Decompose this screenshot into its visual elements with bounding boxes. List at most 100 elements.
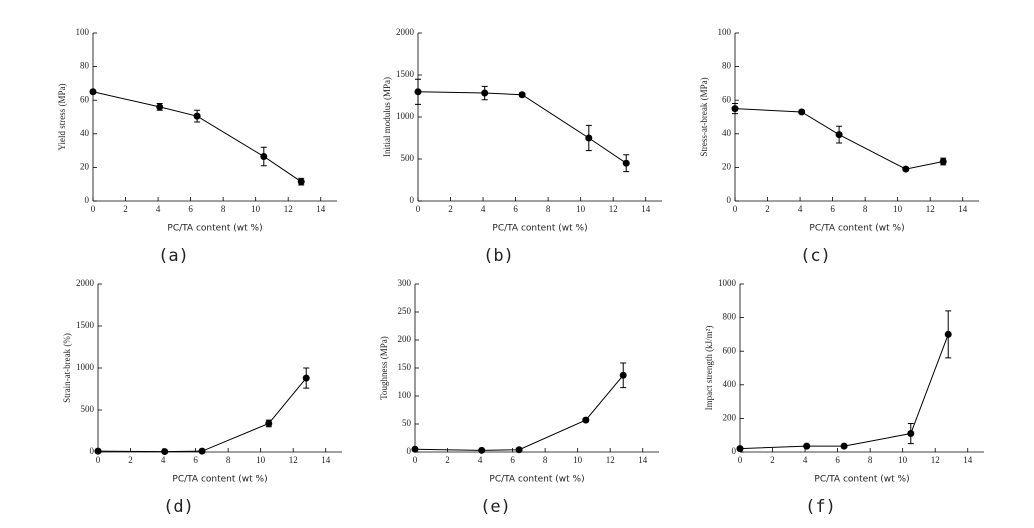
y-tick-label: 40 xyxy=(722,128,732,138)
data-point xyxy=(622,159,630,167)
x-axis-label: PC/TA content (wt %) xyxy=(809,224,904,234)
x-tick-label: 6 xyxy=(193,455,198,465)
y-tick-label: 500 xyxy=(401,153,415,163)
x-tick-label: 12 xyxy=(926,204,935,214)
x-tick-label: 0 xyxy=(413,455,418,465)
data-point xyxy=(89,88,97,96)
data-point xyxy=(902,165,910,173)
x-tick-label: 2 xyxy=(128,455,133,465)
data-point xyxy=(619,371,627,379)
x-tick-label: 10 xyxy=(251,204,261,214)
data-point xyxy=(944,330,952,338)
data-point xyxy=(265,419,273,427)
x-tick-label: 8 xyxy=(543,455,548,465)
data-line xyxy=(414,374,624,451)
x-tick-label: 6 xyxy=(513,204,518,214)
data-point xyxy=(731,105,739,113)
x-tick-label: 2 xyxy=(770,455,775,465)
data-point xyxy=(840,442,848,450)
y-tick-label: 1000 xyxy=(718,278,737,288)
x-tick-label: 6 xyxy=(510,455,515,465)
data-line xyxy=(739,334,949,450)
y-tick-label: 20 xyxy=(80,161,90,171)
y-tick-label: 600 xyxy=(723,345,737,355)
x-axis-label: PC/TA content (wt %) xyxy=(172,475,267,485)
y-tick-label: 2000 xyxy=(396,27,415,37)
data-line xyxy=(417,91,627,164)
y-axis-label: Toughness (MPa) xyxy=(379,336,389,400)
x-tick-label: 14 xyxy=(638,455,648,465)
x-tick-label: 4 xyxy=(803,455,808,465)
data-point xyxy=(260,152,268,160)
data-line xyxy=(92,91,302,183)
data-point xyxy=(94,447,102,455)
y-tick-label: 50 xyxy=(402,418,412,428)
y-tick-label: 200 xyxy=(398,334,412,344)
data-point xyxy=(156,103,164,111)
y-tick-label: 80 xyxy=(722,61,732,71)
x-tick-label: 12 xyxy=(289,455,298,465)
data-point xyxy=(736,445,744,453)
x-tick-label: 10 xyxy=(256,455,266,465)
y-axis-label: Strain-at-break (%) xyxy=(62,333,72,403)
x-axis-label: PC/TA content (wt %) xyxy=(814,475,909,485)
y-tick-label: 0 xyxy=(85,195,90,205)
y-tick-label: 800 xyxy=(723,312,737,322)
x-tick-label: 12 xyxy=(609,204,618,214)
y-tick-label: 0 xyxy=(732,446,737,456)
y-tick-label: 60 xyxy=(722,94,732,104)
caption: (a) xyxy=(158,246,189,266)
x-tick-label: 4 xyxy=(478,455,483,465)
data-point xyxy=(302,374,310,382)
y-tick-label: 100 xyxy=(398,390,412,400)
y-tick-label: 2000 xyxy=(76,278,95,288)
y-axis-label: Yield stress (MPa) xyxy=(57,84,67,151)
x-tick-label: 8 xyxy=(226,455,231,465)
caption: (c) xyxy=(800,246,831,266)
data-point xyxy=(518,91,526,99)
data-point xyxy=(414,88,422,96)
y-tick-label: 40 xyxy=(80,128,90,138)
y-tick-label: 1500 xyxy=(76,320,95,330)
y-tick-label: 20 xyxy=(722,161,732,171)
y-axis-label: Stress-at-break (MPa) xyxy=(699,77,709,156)
data-point xyxy=(803,442,811,450)
y-tick-label: 250 xyxy=(398,306,412,316)
x-tick-label: 2 xyxy=(123,204,128,214)
x-tick-label: 0 xyxy=(96,455,101,465)
x-tick-label: 4 xyxy=(156,204,161,214)
x-tick-label: 0 xyxy=(733,204,738,214)
x-axis-label: PC/TA content (wt %) xyxy=(489,475,584,485)
x-tick-label: 14 xyxy=(641,204,651,214)
x-tick-label: 14 xyxy=(316,204,326,214)
x-tick-label: 0 xyxy=(91,204,96,214)
x-tick-label: 8 xyxy=(863,204,868,214)
y-tick-label: 150 xyxy=(398,362,412,372)
x-tick-label: 8 xyxy=(221,204,226,214)
x-tick-label: 14 xyxy=(958,204,968,214)
y-tick-label: 1500 xyxy=(396,69,415,79)
x-tick-label: 10 xyxy=(573,455,583,465)
data-point xyxy=(297,178,305,186)
data-point xyxy=(198,447,206,455)
y-tick-label: 0 xyxy=(407,446,412,456)
y-tick-label: 80 xyxy=(80,61,90,71)
x-axis-label: PC/TA content (wt %) xyxy=(167,224,262,234)
x-tick-label: 12 xyxy=(931,455,940,465)
y-axis-label: Impact strength (kJ/m²) xyxy=(704,326,714,411)
data-point xyxy=(411,445,419,453)
data-point xyxy=(582,416,590,424)
y-tick-label: 200 xyxy=(723,412,737,422)
caption: (b) xyxy=(483,246,514,266)
x-tick-label: 2 xyxy=(448,204,453,214)
x-tick-label: 14 xyxy=(321,455,331,465)
data-point xyxy=(939,158,947,166)
y-axis-label: Initial modulus (MPa) xyxy=(382,77,392,157)
y-tick-label: 100 xyxy=(76,27,90,37)
y-tick-label: 0 xyxy=(727,195,732,205)
x-tick-label: 8 xyxy=(546,204,551,214)
caption: (e) xyxy=(480,497,511,517)
data-point xyxy=(515,446,523,454)
x-tick-label: 6 xyxy=(188,204,193,214)
